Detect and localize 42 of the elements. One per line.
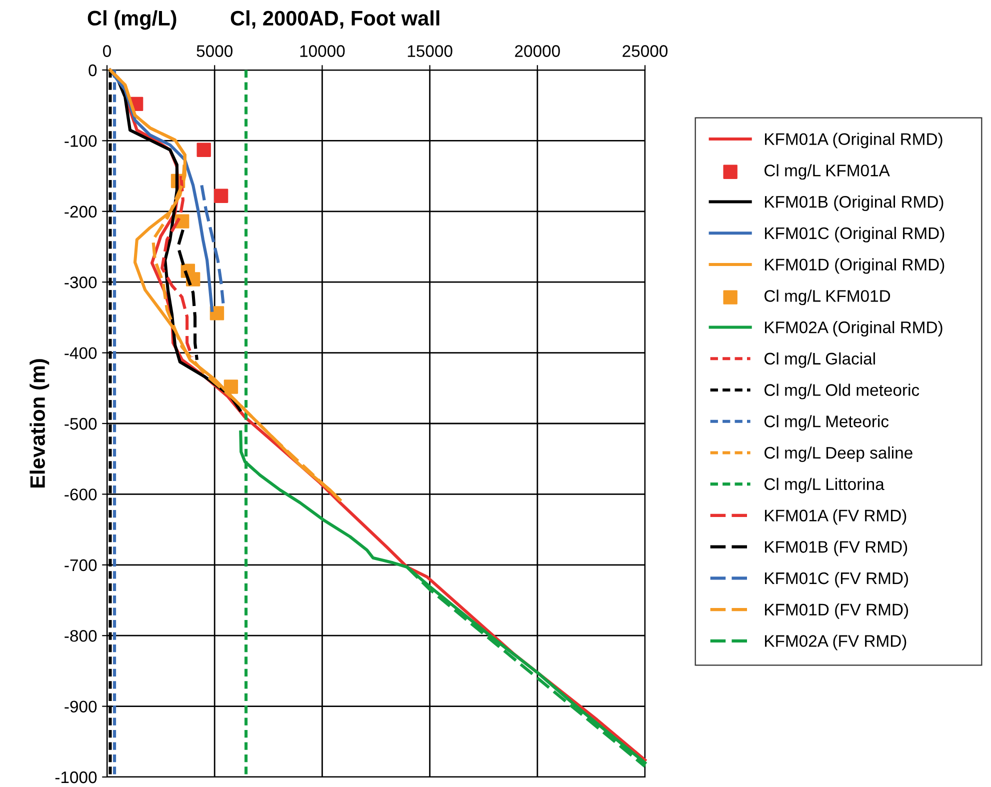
legend-label: KFM01D (FV RMD): [765, 603, 908, 619]
legend-label: KFM01D (Original RMD): [765, 258, 944, 274]
legend-label: KFM02A (Original RMD): [765, 320, 942, 337]
point: [214, 188, 228, 203]
y-tick-label: -600: [64, 488, 97, 500]
y-tick-label: -1000: [55, 771, 97, 784]
legend-label: KFM01C (FV RMD): [765, 572, 908, 588]
x-tick-label: 10000: [300, 45, 345, 57]
line-series: [160, 174, 194, 359]
y-tick-label: -700: [64, 559, 97, 572]
y-tick-label: -500: [64, 418, 97, 430]
x-tick-label: 5000: [196, 45, 232, 57]
y-tick-label: -800: [64, 630, 97, 642]
y-tick-label: -900: [64, 700, 97, 713]
legend-label: Cl mg/L Littorina: [764, 478, 884, 494]
legend-label: Cl mg/L KFM01D: [764, 290, 890, 306]
point: [210, 306, 224, 320]
legend-label: KFM01B (Original RMD): [765, 196, 944, 212]
x-tick-label: 15000: [408, 45, 452, 57]
x-axis-title: Cl (mg/L): [88, 10, 176, 30]
legend-label: Cl mg/L Glacial: [764, 352, 875, 368]
y-tick-label: -300: [64, 276, 97, 288]
y-axis-title: Elevation (m): [30, 359, 50, 488]
x-tick-label: 0: [103, 45, 111, 57]
x-tick-label: 25000: [622, 45, 668, 57]
legend-label: KFM01A (Original RMD): [765, 132, 942, 148]
chart-title: Cl, 2000AD, Foot wall: [230, 10, 440, 29]
x-tick-label: 20000: [515, 45, 560, 57]
legend-label: Cl mg/L KFM01A: [764, 164, 890, 180]
legend-label: KFM01C (Original RMD): [765, 226, 944, 242]
point: [196, 142, 211, 157]
line-series: [200, 184, 225, 305]
legend-label: Cl mg/L Deep saline: [764, 446, 912, 462]
legend-label: KFM02A (FV RMD): [765, 634, 906, 650]
legend-label: Cl mg/L Old meteoric: [764, 384, 920, 400]
y-tick-label: -400: [64, 347, 97, 360]
legend-label: Cl mg/L Meteoric: [764, 415, 889, 431]
y-tick-label: 0: [88, 64, 97, 76]
legend-label: KFM01A (FV RMD): [765, 509, 906, 525]
y-tick-label: -200: [64, 206, 97, 218]
y-tick-label: -100: [64, 135, 97, 147]
legend-label: KFM01B (FV RMD): [765, 540, 908, 556]
